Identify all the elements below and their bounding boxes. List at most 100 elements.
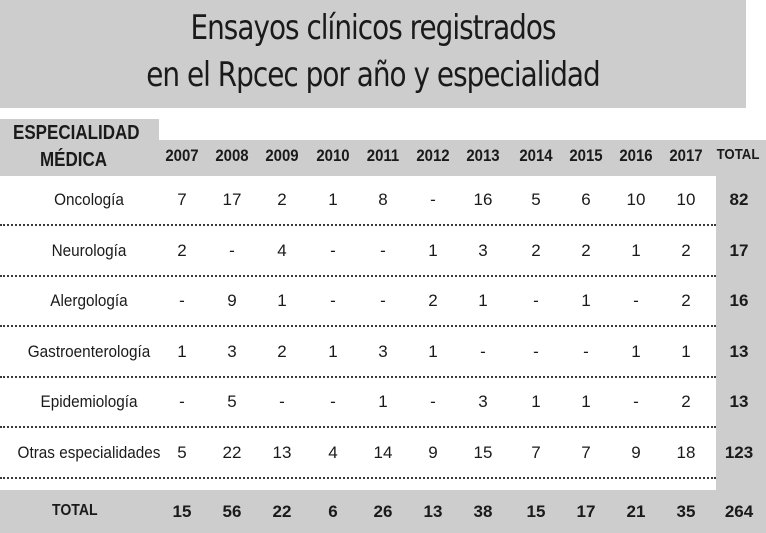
table-cell: - (179, 392, 185, 411)
row-divider (0, 325, 716, 327)
specialty-name: Oncología (54, 190, 124, 209)
specialty-name: Otras especialidades (17, 442, 161, 462)
table-cell: 2 (681, 291, 691, 310)
table-cell: - (380, 240, 386, 260)
table-cell: 1 (681, 341, 691, 361)
header-left-background (0, 119, 159, 176)
table-cell: 2 (681, 240, 691, 260)
table-cell: 18 (676, 442, 696, 462)
year-header: 2007 (165, 146, 199, 165)
table-cell: - (583, 341, 589, 361)
table-cell: 1 (631, 240, 641, 260)
total-cell: 21 (626, 502, 646, 521)
year-header: 2011 (366, 146, 400, 165)
row-total-cell: 82 (729, 190, 749, 209)
table-cell: 7 (531, 442, 541, 462)
year-header: 2015 (569, 146, 603, 165)
year-header: 2014 (519, 146, 553, 165)
header-right-background (159, 140, 766, 176)
table-cell: 3 (378, 341, 388, 361)
table-cell: 9 (428, 442, 438, 462)
table-cell: - (179, 291, 185, 310)
year-header: 2010 (316, 146, 350, 165)
row-total-cell: 16 (729, 291, 749, 310)
table-cell: 7 (177, 190, 187, 209)
table-cell: - (279, 392, 285, 411)
row-total-cell: 17 (729, 240, 749, 260)
year-header: 2009 (265, 146, 299, 165)
table-cell: 2 (581, 240, 591, 260)
table-cell: 1 (177, 341, 187, 361)
table-cell: 1 (328, 190, 338, 209)
table-cell: 2 (681, 392, 691, 411)
table-cell: 1 (631, 341, 641, 361)
table-cell: 1 (378, 392, 388, 411)
table-cell: - (229, 240, 235, 260)
total-cell: 13 (423, 502, 443, 521)
total-cell: 38 (473, 502, 493, 521)
total-cell: 35 (676, 502, 696, 521)
table-cell: 2 (277, 341, 287, 361)
table-cell: 1 (581, 291, 591, 310)
row-total-cell: 13 (729, 341, 749, 361)
year-header: 2012 (416, 146, 450, 165)
table-cell: 1 (478, 291, 488, 310)
title-banner: Ensayos clínicos registrados en el Rpcec… (0, 0, 746, 108)
row-total-cell: 123 (724, 442, 754, 462)
year-header: 2008 (215, 146, 249, 165)
total-cell: 22 (272, 502, 292, 521)
total-column-background (716, 176, 766, 490)
table-cell: - (533, 291, 539, 310)
specialty-name: Neurología (51, 240, 127, 260)
table-cell: 4 (328, 442, 338, 462)
table-cell: 2 (177, 240, 187, 260)
table-cell: - (533, 341, 539, 361)
table-row: Epidemiología - 5 - - 1 - 3 1 1 - 2 13 (0, 378, 766, 428)
table-cell: 15 (473, 442, 493, 462)
table-cell: 10 (626, 190, 646, 209)
table-cell: 1 (581, 392, 591, 411)
table-cell: - (430, 190, 436, 209)
table-cell: - (380, 291, 386, 310)
table-cell: - (330, 240, 336, 260)
table-cell: 3 (478, 392, 488, 411)
table-cell: 7 (581, 442, 591, 462)
table-cell: 22 (222, 442, 242, 462)
table-cell: - (633, 392, 639, 411)
total-column-header: TOTAL (716, 146, 760, 163)
table-cell: - (430, 392, 436, 411)
total-row-background (0, 490, 766, 533)
row-divider (0, 426, 716, 428)
table-cell: - (330, 392, 336, 411)
table-row: Alergología - 9 1 - - 2 1 - 1 - 2 16 (0, 277, 766, 327)
row-divider (0, 375, 716, 378)
table-cell: 16 (473, 190, 493, 209)
table-cell: 1 (277, 291, 287, 310)
specialty-name: Gastroenterología (27, 341, 151, 361)
table-cell: 2 (428, 291, 438, 310)
table-cell: 1 (328, 341, 338, 361)
total-cell: 26 (373, 502, 393, 521)
row-divider (0, 476, 716, 479)
row-total-cell: 13 (729, 392, 749, 411)
title-line-1: Ensayos clínicos registrados (190, 8, 556, 48)
table-cell: - (330, 291, 336, 310)
data-table: ESPECIALIDAD MÉDICA 2007 2008 2009 2010 2011… (0, 119, 766, 533)
table-cell: 2 (531, 240, 541, 260)
total-cell: 6 (328, 502, 338, 521)
year-header: 2017 (669, 146, 703, 165)
table-row: Oncología 7 17 2 1 8 - 16 5 6 10 10 82 (0, 176, 766, 226)
table-cell: 8 (378, 190, 388, 209)
table-cell: 1 (428, 240, 438, 260)
table-cell: 9 (227, 291, 237, 310)
table-cell: 4 (277, 240, 287, 260)
specialty-header-line-1: ESPECIALIDAD (13, 122, 140, 144)
table-cell: 13 (272, 442, 292, 462)
total-cell: 56 (222, 502, 242, 521)
table-cell: 5 (531, 190, 541, 209)
specialty-name: Alergología (50, 291, 128, 310)
table-cell: 5 (177, 442, 187, 462)
specialty-name: Epidemiología (40, 392, 138, 411)
table-cell: - (633, 291, 639, 310)
table-row: Neurología 2 - 4 - - 1 3 2 2 1 2 17 (0, 227, 766, 277)
